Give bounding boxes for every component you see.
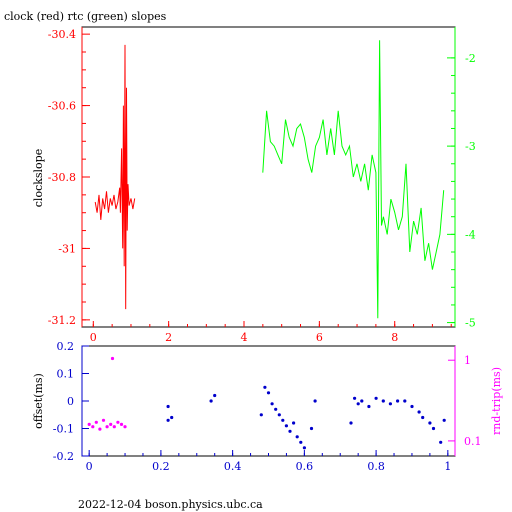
- bottom-series-blue-point: [277, 413, 281, 417]
- bottom-series-blue-point: [367, 404, 371, 409]
- top-y2tick-label: -4: [465, 228, 476, 241]
- bottom-series-magenta-point: [87, 422, 91, 426]
- bottom-series-magenta-point: [105, 425, 109, 429]
- bottom-series-blue-point: [431, 426, 436, 431]
- top-y2tick-label: -5: [465, 317, 476, 330]
- top-y2tick-label: -3: [465, 140, 476, 153]
- bottom-series-magenta-point: [91, 425, 95, 429]
- bottom-series-blue-point: [299, 440, 303, 444]
- bottom-series-blue-point: [417, 410, 421, 414]
- bottom-series-blue-point: [292, 421, 296, 425]
- top-y2tick-label: -2: [465, 52, 476, 65]
- top-ytick-label: -31.2: [48, 314, 76, 327]
- bottom-series-blue-point: [388, 402, 392, 406]
- bottom-series-blue-point: [166, 404, 170, 409]
- bottom-series-blue-point: [170, 415, 174, 420]
- top-xtick-label: 8: [391, 331, 398, 344]
- bottom-series-magenta-point: [116, 420, 120, 424]
- bottom-series-blue-point: [274, 407, 278, 411]
- bottom-ylabel: offset(ms): [32, 373, 45, 429]
- top-xtick-label: 0: [90, 331, 97, 344]
- bottom-ytick-label: -0.2: [53, 450, 74, 463]
- top-xtick-label: 6: [316, 331, 323, 344]
- bottom-series-blue-point: [213, 393, 217, 398]
- bottom-series-magenta-point: [94, 420, 98, 424]
- top-plot-frame: [81, 26, 456, 328]
- top-xtick-label: 2: [165, 331, 172, 344]
- top-xtick-label: 4: [241, 331, 248, 344]
- bottom-series-magenta-point: [101, 418, 106, 422]
- bottom-ytick-label: 0.2: [57, 340, 75, 353]
- footer-text: 2022-12-04 boson.physics.ubc.ca: [78, 498, 263, 511]
- bottom-ytick-label: 0.1: [57, 368, 75, 381]
- bottom-y2label: rnd-trip(ms): [490, 367, 503, 435]
- bottom-series-blue-point: [349, 421, 353, 425]
- bottom-xtick-label: 0.2: [152, 460, 170, 473]
- bottom-series-magenta-point: [110, 356, 115, 361]
- bottom-xtick-label: 0.4: [224, 460, 242, 473]
- bottom-series-blue-point: [309, 426, 314, 431]
- bottom-series-blue-point: [360, 399, 364, 403]
- top-ytick-label: -30.6: [48, 100, 76, 113]
- bottom-series-blue-point: [295, 435, 299, 439]
- top-series-green-line: [262, 40, 445, 319]
- bottom-series-blue-point: [263, 385, 267, 389]
- top-axis-ticks: 0 2 4 6 8 -30.4 -30.6 -30.8 -31 -31.2 -2 -3 -4 -5: [48, 28, 476, 344]
- bottom-series-blue-point: [270, 402, 274, 406]
- bottom-ytick-label: -0.1: [53, 423, 74, 436]
- chart-title: clock (red) rtc (green) slopes: [4, 10, 167, 23]
- bottom-series-blue-point: [439, 440, 443, 444]
- bottom-series-magenta-point: [98, 427, 102, 431]
- bottom-series-blue-point: [284, 424, 288, 428]
- top-series-group: [94, 40, 445, 319]
- top-ylabel: clockslope: [32, 149, 45, 207]
- bottom-series-blue-point: [302, 446, 306, 450]
- bottom-xtick-label: 1: [444, 460, 451, 473]
- bottom-xtick-label: 0: [86, 460, 93, 473]
- top-series-red-line: [94, 44, 136, 310]
- bottom-series-blue-point: [442, 418, 446, 422]
- bottom-xtick-label: 0.6: [296, 460, 314, 473]
- bottom-series-group: [87, 356, 446, 450]
- top-ytick-label: -30.4: [48, 28, 76, 41]
- bottom-series-blue-point: [396, 399, 400, 403]
- bottom-series-blue-point: [209, 399, 213, 403]
- bottom-series-magenta-point: [123, 425, 127, 429]
- bottom-series-blue-point: [259, 413, 263, 417]
- bottom-series-blue-point: [374, 396, 378, 400]
- bottom-series-blue-point: [313, 399, 317, 403]
- bottom-y2tick-label: 1: [464, 354, 471, 367]
- bottom-series-blue-point: [421, 415, 425, 420]
- bottom-series-magenta-point: [112, 425, 116, 429]
- bottom-xtick-label: 0.8: [367, 460, 385, 473]
- top-ytick-label: -31: [58, 242, 76, 255]
- bottom-series-blue-point: [381, 399, 385, 403]
- bottom-series-magenta-point: [109, 422, 113, 426]
- bottom-series-blue-point: [428, 421, 432, 425]
- bottom-series-blue-point: [281, 418, 285, 422]
- bottom-series-blue-point: [353, 396, 357, 400]
- top-ytick-label: -30.8: [48, 171, 76, 184]
- bottom-series-magenta-point: [119, 422, 124, 426]
- bottom-ytick-label: 0: [67, 395, 74, 408]
- bottom-series-blue-point: [288, 429, 292, 433]
- bottom-series-blue-point: [410, 404, 414, 409]
- bottom-series-blue-point: [166, 418, 170, 422]
- bottom-axis-ticks: 0 0.2 0.4 0.6 0.8 1 0.2 0.1 0 -0.1 -0.2 1 0.1: [53, 340, 482, 473]
- bottom-series-blue-point: [266, 391, 271, 395]
- bottom-series-blue-point: [403, 399, 407, 403]
- bottom-y2tick-label: 0.1: [464, 435, 482, 448]
- bottom-series-blue-point: [356, 402, 360, 406]
